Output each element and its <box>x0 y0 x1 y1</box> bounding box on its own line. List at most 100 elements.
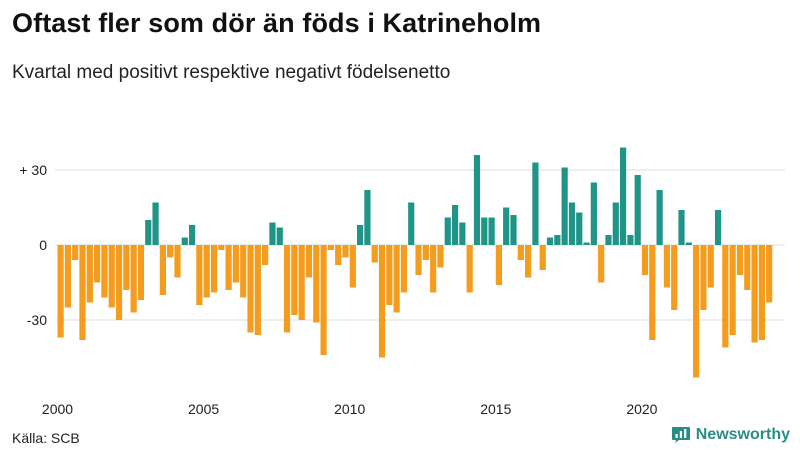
bar-2011-q3 <box>393 245 400 313</box>
bar-2001-q4 <box>108 245 115 308</box>
bar-2012-q4 <box>430 245 437 293</box>
bar-2011-q2 <box>386 245 393 305</box>
bar-2023-q1 <box>729 245 736 335</box>
bar-2020-q2 <box>649 245 656 340</box>
bar-2017-q4 <box>576 212 583 245</box>
bar-2004-q1 <box>174 245 181 278</box>
bar-2004-q3 <box>188 225 196 245</box>
bar-2001-q1 <box>86 245 93 303</box>
bar-2008-q4 <box>313 245 320 323</box>
bar-2019-q4 <box>634 175 641 245</box>
x-tick-label: 2020 <box>626 401 657 417</box>
bar-2007-q1 <box>262 245 269 265</box>
bar-2019-q2 <box>619 147 627 245</box>
bar-2010-q3 <box>364 190 371 245</box>
bar-2018-q1 <box>583 242 590 245</box>
bar-2003-q4 <box>167 245 174 258</box>
newsworthy-logo[interactable]: Newsworthy <box>671 426 790 444</box>
bar-2006-q2 <box>240 245 247 298</box>
bar-2014-q3 <box>481 217 488 245</box>
bar-chart: + 30 0 -30 2000 2005 2010 2015 2020 <box>19 147 785 417</box>
bar-2009-q3 <box>335 245 342 265</box>
x-tick-label: 2005 <box>188 401 219 417</box>
bar-2002-q2 <box>123 245 130 290</box>
bar-2013-q4 <box>459 222 466 245</box>
bar-2021-q2 <box>678 210 685 245</box>
bar-2014-q1 <box>466 245 473 293</box>
bar-2017-q2 <box>561 167 568 245</box>
axis-labels: + 30 0 -30 2000 2005 2010 2015 2020 <box>19 162 657 417</box>
x-tick-label: 2010 <box>334 401 365 417</box>
bar-2016-q2 <box>532 162 539 245</box>
bar-2004-q2 <box>181 237 188 245</box>
brand-name: Newsworthy <box>695 426 790 443</box>
bar-2015-q3 <box>510 215 517 245</box>
bar-2013-q2 <box>444 217 451 245</box>
bar-2023-q3 <box>744 245 751 290</box>
bar-2001-q2 <box>94 245 101 283</box>
bar-2015-q2 <box>503 207 510 245</box>
y-tick-label: 0 <box>39 237 47 253</box>
bar-2015-q4 <box>517 245 524 260</box>
bar-2005-q4 <box>225 245 232 290</box>
bar-2021-q4 <box>693 245 700 378</box>
bar-2013-q1 <box>437 245 444 268</box>
bar-2018-q4 <box>605 235 612 245</box>
bars <box>57 147 773 378</box>
bar-2016-q3 <box>539 245 546 270</box>
bar-2019-q3 <box>627 235 634 245</box>
bar-2017-q3 <box>568 202 576 245</box>
bar-2011-q1 <box>378 245 386 358</box>
bar-2000-q1 <box>57 245 64 338</box>
bar-2014-q2 <box>473 155 481 245</box>
bar-2006-q1 <box>232 245 240 283</box>
bar-2010-q4 <box>371 245 378 263</box>
bar-2018-q3 <box>598 245 605 283</box>
bar-2021-q3 <box>685 242 692 245</box>
bar-2003-q2 <box>152 202 159 245</box>
bar-2012-q2 <box>415 245 422 275</box>
bar-2021-q1 <box>671 245 678 310</box>
bar-2022-q2 <box>707 245 714 288</box>
bar-2016-q4 <box>546 237 554 245</box>
bar-2020-q1 <box>641 245 649 275</box>
bar-2009-q4 <box>342 245 349 258</box>
bar-2008-q3 <box>305 245 313 278</box>
bar-2003-q1 <box>145 220 152 245</box>
bar-2007-q2 <box>269 222 276 245</box>
bar-2016-q1 <box>525 245 532 278</box>
bar-2009-q1 <box>320 245 327 355</box>
bar-2010-q1 <box>349 245 356 288</box>
bar-2002-q1 <box>115 245 123 320</box>
bar-2006-q4 <box>254 245 261 335</box>
bar-2024-q1 <box>758 245 765 340</box>
bar-2002-q3 <box>130 245 137 313</box>
bar-2018-q2 <box>590 182 597 245</box>
bar-2000-q3 <box>72 245 79 260</box>
bar-2001-q3 <box>101 245 108 298</box>
bar-2000-q4 <box>79 245 86 340</box>
bar-2022-q4 <box>722 245 729 348</box>
source-note: Källa: SCB <box>12 430 80 446</box>
bar-2010-q2 <box>357 225 364 245</box>
bar-2008-q2 <box>298 245 305 320</box>
y-tick-label: -30 <box>27 312 47 328</box>
bar-2004-q4 <box>196 245 203 305</box>
y-tick-label: + 30 <box>19 162 47 178</box>
bar-2014-q4 <box>488 217 495 245</box>
bar-2020-q4 <box>663 245 671 288</box>
bar-2005-q2 <box>210 245 218 293</box>
bar-2012-q3 <box>422 245 429 260</box>
chart-subtitle: Kvartal med positivt respektive negativt… <box>12 62 451 83</box>
bar-2013-q3 <box>451 205 459 245</box>
bar-2005-q3 <box>218 245 225 250</box>
bar-2015-q1 <box>495 245 502 285</box>
bar-2012-q1 <box>408 202 415 245</box>
x-tick-label: 2000 <box>42 401 73 417</box>
bar-2008-q1 <box>291 245 298 315</box>
bar-2017-q1 <box>554 235 561 245</box>
bar-2007-q3 <box>276 227 283 245</box>
chart-title: Oftast fler som dör än föds i Katrinehol… <box>12 8 542 38</box>
bar-2000-q2 <box>64 245 72 308</box>
bar-2007-q4 <box>283 245 291 333</box>
